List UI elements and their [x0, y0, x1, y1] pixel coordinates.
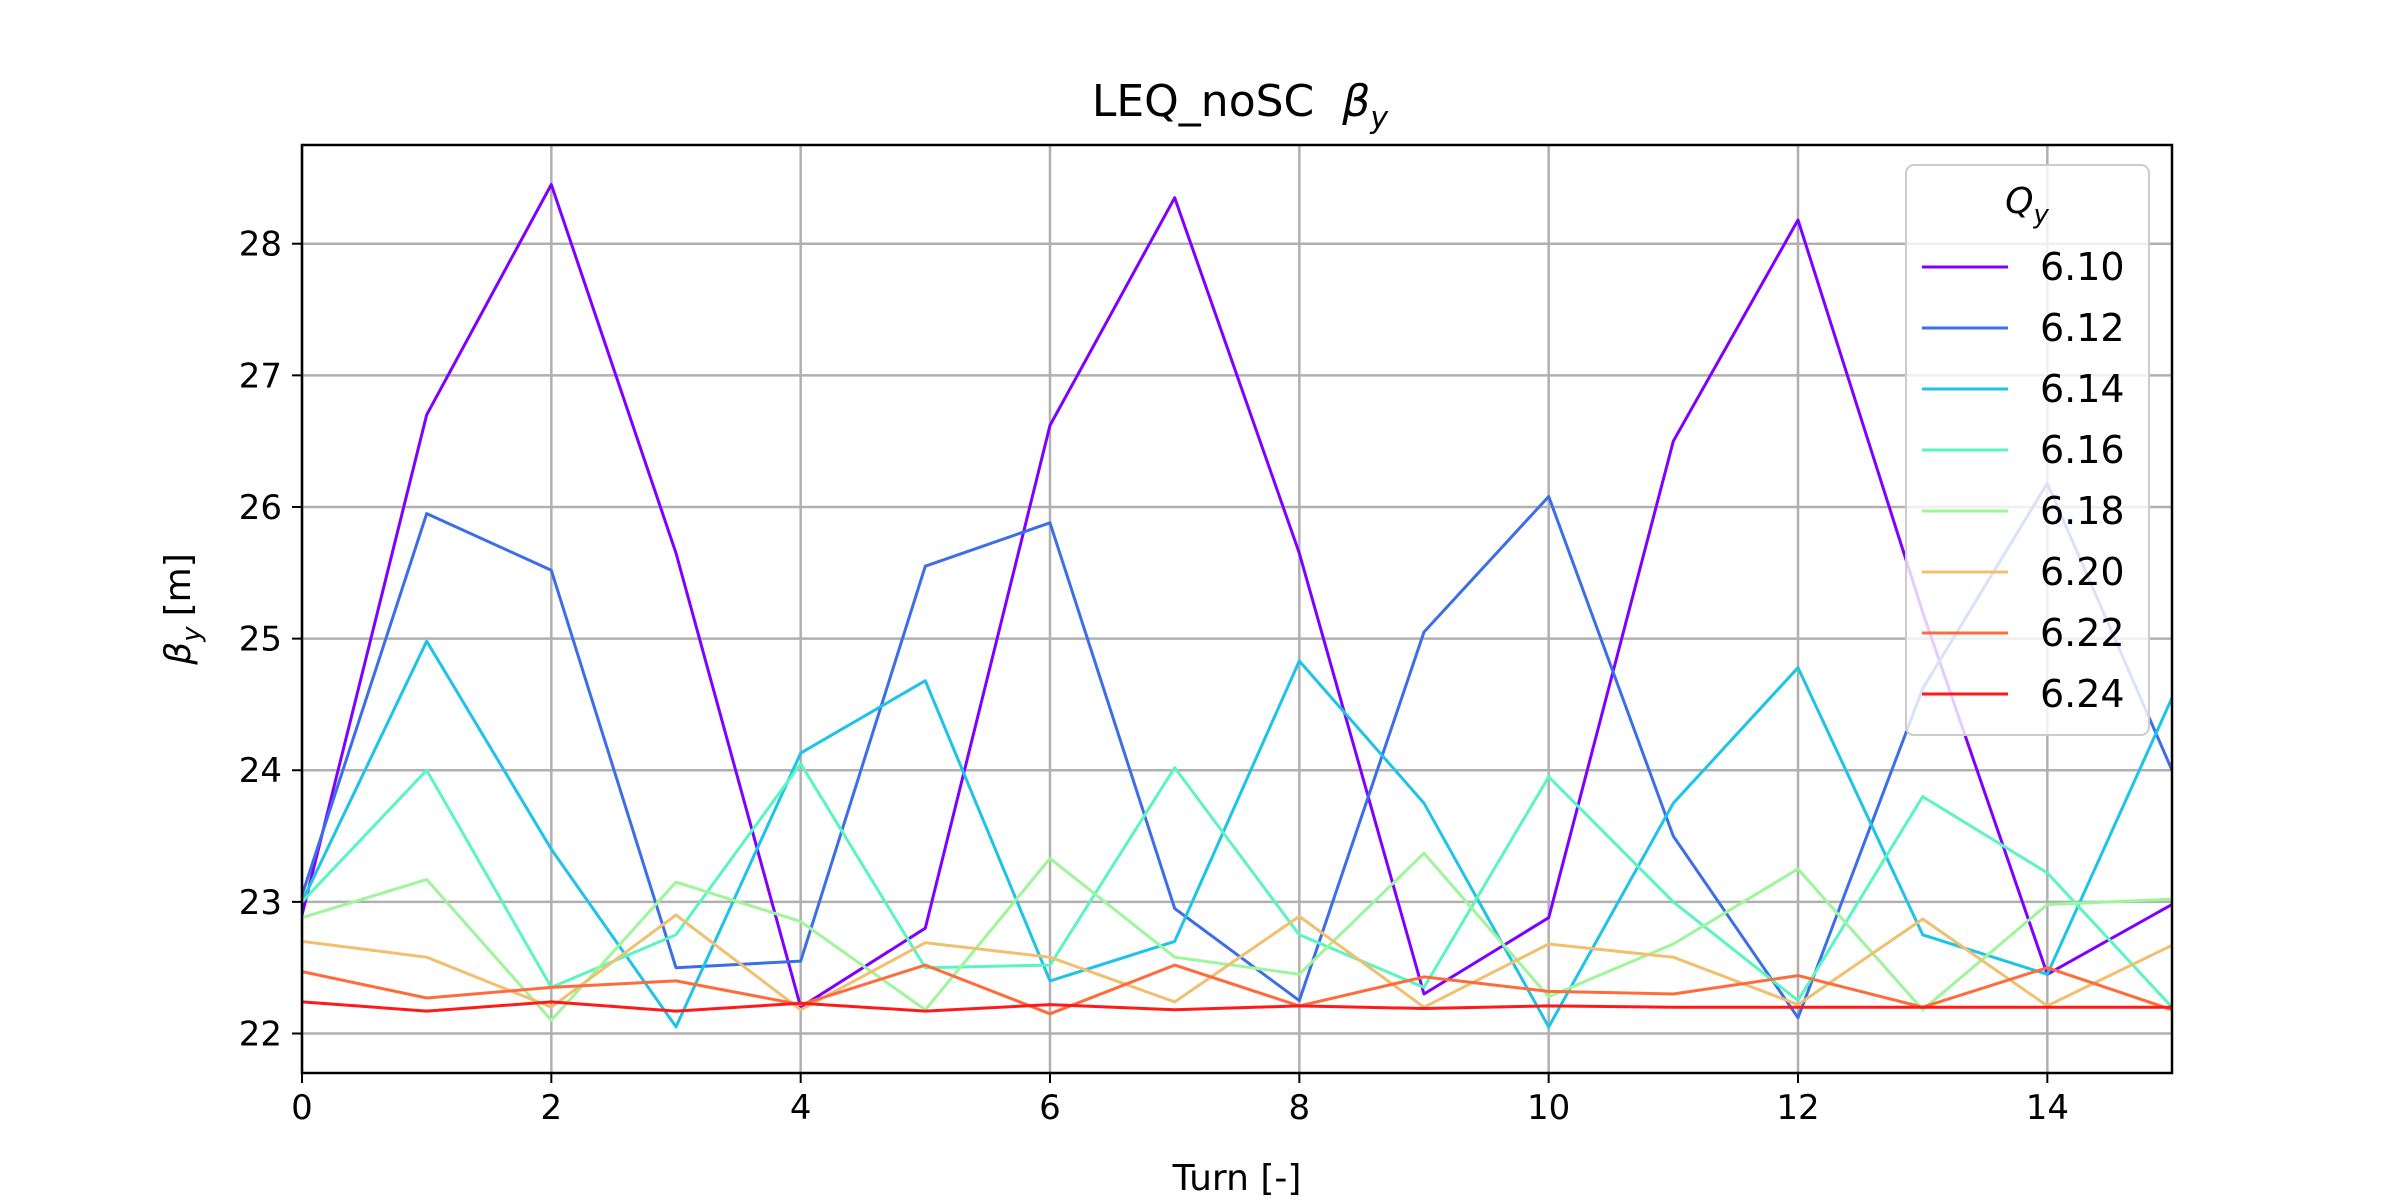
chart-title-text: LEQ_noSC: [1092, 76, 1314, 127]
legend-label: 6.22: [2040, 611, 2125, 655]
legend-label: 6.10: [2040, 245, 2125, 289]
x-axis-label: Turn [-]: [1172, 1158, 1302, 1199]
y-tick-label: 28: [239, 225, 282, 265]
x-tick-label: 10: [1527, 1088, 1570, 1128]
series-line-6-12: [302, 481, 2172, 1020]
series-line-6-20: [302, 913, 2172, 1012]
series-line-6-24: [302, 1000, 2172, 1013]
legend-label: 6.18: [2040, 489, 2125, 533]
series-line-6-22: [302, 963, 2172, 1016]
x-tick-label: 12: [1776, 1088, 1819, 1128]
legend-label: 6.16: [2040, 428, 2125, 472]
legend: Qy 6.10 6.12 6.14 6.16 6.18 6.20 6.22 6.24: [1905, 164, 2150, 736]
y-axis-label-unit: [m]: [158, 553, 199, 616]
x-tick-label: 4: [790, 1088, 812, 1128]
plot-area-frame: [300, 143, 2174, 1075]
legend-label: 6.24: [2040, 672, 2125, 716]
series-line-6-10: [302, 183, 2172, 1009]
y-tick-label: 24: [239, 751, 282, 791]
y-axis-ticks: 22 23 24 25 26 27 28: [239, 225, 302, 1055]
legend-box: [1905, 164, 2150, 736]
y-tick-label: 25: [239, 620, 282, 660]
y-axis-label-symbol: β: [158, 642, 199, 666]
series-lines: [302, 183, 2172, 1029]
x-axis-ticks: 0 2 4 6 8 10 12 14: [291, 1073, 2069, 1128]
chart-title-symbol: β: [1341, 76, 1370, 127]
y-tick-label: 26: [239, 488, 282, 528]
x-tick-label: 14: [2026, 1088, 2069, 1128]
series-line-6-18: [302, 851, 2172, 1022]
y-axis-label: βy [m]: [158, 553, 207, 666]
legend-label: 6.20: [2040, 550, 2125, 594]
legend-label: 6.14: [2040, 367, 2125, 411]
y-tick-label: 22: [239, 1015, 282, 1055]
y-tick-label: 27: [239, 356, 282, 396]
x-tick-label: 6: [1039, 1088, 1061, 1128]
x-tick-label: 2: [541, 1088, 563, 1128]
y-axis-label-sub: y: [177, 626, 207, 643]
legend-label: 6.12: [2040, 306, 2125, 350]
legend-title: Qy: [2005, 181, 2049, 230]
chart-title: LEQ_noSC βy: [1092, 76, 1390, 136]
x-tick-label: 0: [291, 1088, 313, 1128]
legend-title-symbol: Q: [2005, 181, 2033, 222]
legend-entries: 6.10 6.12 6.14 6.16 6.18 6.20 6.22 6.24: [1922, 245, 2125, 716]
series-line-6-14: [302, 639, 2172, 1029]
chart-title-symbol-sub: y: [1369, 101, 1389, 136]
legend-title-sub: y: [2032, 200, 2049, 230]
x-tick-label: 8: [1289, 1088, 1311, 1128]
y-tick-label: 23: [239, 883, 282, 923]
